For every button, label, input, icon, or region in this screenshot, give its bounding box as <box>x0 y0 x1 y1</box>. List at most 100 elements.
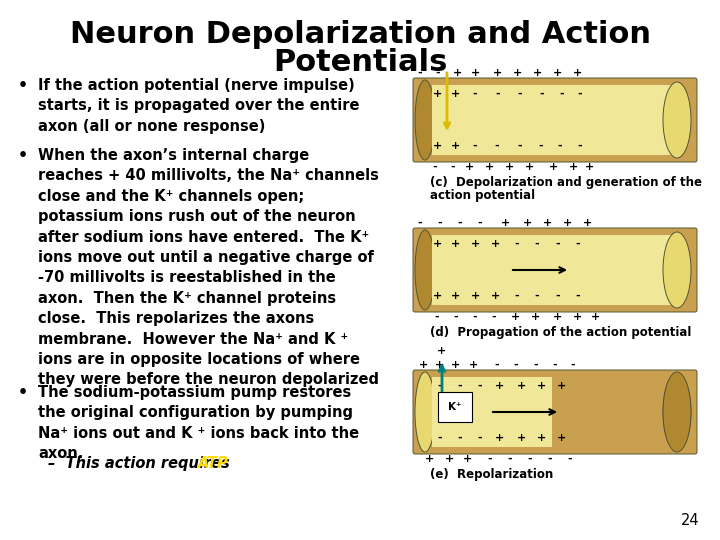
Text: (c)  Depolarization and generation of the: (c) Depolarization and generation of the <box>430 176 702 189</box>
Text: -: - <box>473 89 477 99</box>
Text: +: + <box>544 218 553 228</box>
Text: -: - <box>508 454 513 464</box>
Text: -: - <box>540 89 544 99</box>
Text: •: • <box>18 78 28 93</box>
Text: +: + <box>469 360 477 370</box>
FancyBboxPatch shape <box>432 377 676 447</box>
Text: -: - <box>567 454 572 464</box>
Text: +: + <box>451 141 459 151</box>
FancyBboxPatch shape <box>552 377 669 447</box>
Text: +: + <box>510 312 520 322</box>
Text: -: - <box>515 239 519 249</box>
Text: +: + <box>495 433 505 443</box>
Text: +: + <box>537 381 546 391</box>
Text: +: + <box>518 433 526 443</box>
Text: ATP: ATP <box>198 456 229 471</box>
Text: +: + <box>437 346 446 356</box>
Text: -: - <box>553 360 557 370</box>
Text: -: - <box>477 381 482 391</box>
Text: -: - <box>451 162 455 172</box>
Text: +: + <box>451 360 461 370</box>
Text: +: + <box>452 68 462 78</box>
Ellipse shape <box>663 372 691 452</box>
Text: -: - <box>454 312 459 322</box>
Text: +: + <box>534 68 543 78</box>
Text: +: + <box>444 454 454 464</box>
Ellipse shape <box>663 232 691 308</box>
Text: -: - <box>577 141 582 151</box>
Text: -: - <box>556 291 560 301</box>
Text: Potentials: Potentials <box>273 48 447 77</box>
Ellipse shape <box>663 374 691 450</box>
Text: -: - <box>495 360 499 370</box>
Text: -: - <box>513 360 518 370</box>
Text: -: - <box>495 89 500 99</box>
Text: -: - <box>539 141 544 151</box>
Text: -: - <box>535 239 539 249</box>
Text: +: + <box>537 433 546 443</box>
Text: -: - <box>576 291 580 301</box>
Text: When the axon’s internal charge
reaches + 40 millivolts, the Na⁺ channels
close : When the axon’s internal charge reaches … <box>38 148 379 387</box>
Text: +: + <box>495 381 505 391</box>
Text: +: + <box>490 291 500 301</box>
Text: +: + <box>563 218 572 228</box>
Text: -: - <box>518 89 522 99</box>
FancyBboxPatch shape <box>432 235 676 305</box>
Text: +: + <box>426 454 435 464</box>
Text: +: + <box>451 89 459 99</box>
Text: •: • <box>18 148 28 163</box>
Text: +: + <box>505 162 515 172</box>
Text: +: + <box>433 141 443 151</box>
Text: -: - <box>518 141 522 151</box>
Text: action potential: action potential <box>430 189 535 202</box>
Text: -: - <box>534 360 539 370</box>
Text: -: - <box>458 218 462 228</box>
Text: -: - <box>477 433 482 443</box>
Text: -: - <box>577 89 582 99</box>
Text: -: - <box>473 141 477 151</box>
Text: -: - <box>492 312 496 322</box>
Text: K⁺: K⁺ <box>448 402 462 412</box>
Text: -: - <box>559 89 564 99</box>
Text: The sodium-potassium pump restores
the original configuration by pumping
Na⁺ ion: The sodium-potassium pump restores the o… <box>38 385 359 461</box>
Text: +: + <box>526 162 535 172</box>
Text: +: + <box>585 162 595 172</box>
Text: -: - <box>438 433 442 443</box>
Text: +: + <box>557 433 567 443</box>
Text: +: + <box>433 291 443 301</box>
Text: +: + <box>557 381 567 391</box>
Text: Neuron Depolarization and Action: Neuron Depolarization and Action <box>70 20 650 49</box>
FancyBboxPatch shape <box>413 228 697 312</box>
Text: -: - <box>535 291 539 301</box>
Text: 24: 24 <box>681 513 700 528</box>
Ellipse shape <box>663 82 691 158</box>
Text: +: + <box>464 454 472 464</box>
Text: -: - <box>436 68 441 78</box>
Text: +: + <box>590 312 600 322</box>
Text: +: + <box>490 239 500 249</box>
FancyBboxPatch shape <box>413 78 697 162</box>
Text: •: • <box>18 385 28 400</box>
Text: -: - <box>515 291 519 301</box>
Text: +: + <box>433 239 443 249</box>
FancyBboxPatch shape <box>432 85 676 155</box>
Text: -: - <box>473 312 477 322</box>
Ellipse shape <box>415 372 435 452</box>
Text: +: + <box>554 68 562 78</box>
Text: +: + <box>518 381 526 391</box>
FancyBboxPatch shape <box>432 377 554 447</box>
Text: +: + <box>583 218 593 228</box>
Text: -: - <box>576 239 580 249</box>
Text: +: + <box>418 360 428 370</box>
Ellipse shape <box>415 80 435 160</box>
Text: +: + <box>492 68 502 78</box>
Text: +: + <box>451 291 461 301</box>
Text: -: - <box>548 454 552 464</box>
Text: –  This action requires: – This action requires <box>48 456 235 471</box>
Text: -: - <box>571 360 575 370</box>
Text: +: + <box>470 291 480 301</box>
Ellipse shape <box>415 230 435 310</box>
Text: +: + <box>451 239 461 249</box>
Text: (e)  Repolarization: (e) Repolarization <box>430 468 553 481</box>
Text: -: - <box>528 454 532 464</box>
